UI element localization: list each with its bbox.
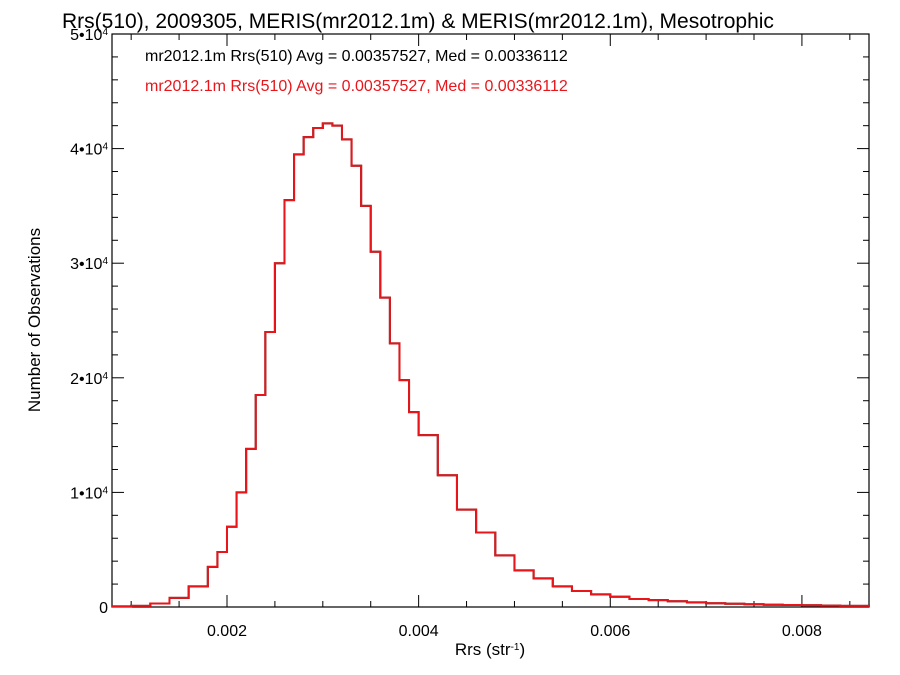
- annotation-stats-red: mr2012.1m Rrs(510) Avg = 0.00357527, Med…: [145, 78, 568, 95]
- y-tick-label: 2•104: [70, 370, 108, 388]
- x-tick-label: 0.008: [782, 623, 822, 640]
- x-axis-label-main: Rrs (str: [455, 640, 511, 659]
- y-tick-label: 5•104: [70, 27, 108, 45]
- y-tick-label: 3•104: [70, 256, 108, 274]
- x-axis-label-exponent: -1: [511, 642, 520, 653]
- y-tick-label: 4•104: [70, 141, 108, 159]
- x-axis-label: Rrs (str-1): [455, 640, 525, 659]
- histogram-series-black: [112, 122, 870, 608]
- x-tick-label: 0.006: [590, 623, 630, 640]
- y-tick-label: 0: [99, 600, 108, 617]
- y-tick-label: 1•104: [70, 485, 108, 503]
- axis-ticks: 0.002 0.004 0.006 0.008 0 1•104 2•104 3•104 4•10…: [70, 27, 869, 640]
- x-tick-label: 0.002: [207, 623, 247, 640]
- plot-frame: [111, 33, 870, 608]
- y-axis-label: Number of Observations: [25, 228, 44, 412]
- x-axis-label-end: ): [519, 640, 525, 659]
- chart-title: Rrs(510), 2009305, MERIS(mr2012.1m) & ME…: [62, 10, 774, 33]
- annotation-stats-black: mr2012.1m Rrs(510) Avg = 0.00357527, Med…: [145, 48, 568, 65]
- histogram-series: [112, 122, 870, 608]
- x-tick-label: 0.004: [399, 623, 439, 640]
- histogram-series-red: [112, 122, 870, 608]
